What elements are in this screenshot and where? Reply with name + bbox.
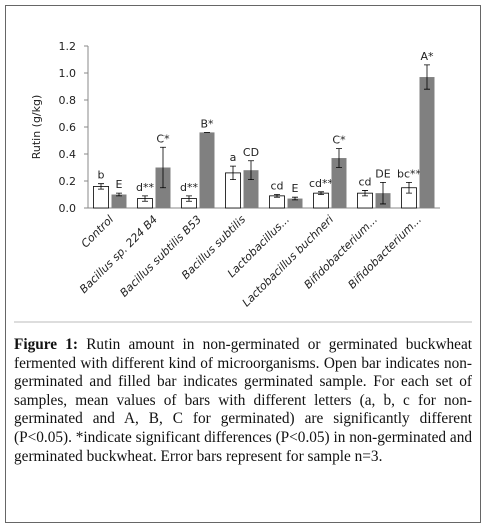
significance-letter: E <box>292 182 299 195</box>
bar <box>419 77 435 208</box>
error-bar <box>380 181 386 205</box>
caption-label: Figure 1: <box>14 336 79 353</box>
bar <box>243 170 259 208</box>
y-tick-label: 1.2 <box>59 40 77 53</box>
caption: Figure 1: Rutin amount in non-germinated… <box>14 336 472 466</box>
significance-letter: E <box>116 178 123 191</box>
caption-text: Rutin amount in non-germinated or germin… <box>14 336 472 465</box>
significance-letter: DE <box>375 167 390 180</box>
error-bar <box>230 165 236 181</box>
significance-letter: CD <box>243 146 259 159</box>
significance-letter: C* <box>332 134 346 147</box>
y-tick-label: 1.0 <box>59 67 77 80</box>
significance-letter: d** <box>136 181 154 194</box>
x-tick-label: Bifidobacterium... <box>302 213 381 292</box>
significance-letter: cd** <box>309 177 334 190</box>
error-bar <box>248 160 254 181</box>
error-bar <box>424 64 430 90</box>
error-bar <box>160 146 166 189</box>
bar <box>331 158 347 208</box>
y-tick-label: 0.2 <box>59 175 77 188</box>
significance-letter: C* <box>156 132 170 145</box>
x-tick-label: Control <box>79 213 116 250</box>
error-bar <box>336 148 342 168</box>
error-bar <box>98 183 104 190</box>
bar <box>313 192 329 209</box>
significance-letter: bc** <box>397 167 422 180</box>
y-tick-label: 0.0 <box>59 202 77 215</box>
bar <box>93 185 109 209</box>
significance-letter: a <box>230 151 237 164</box>
y-tick-label: 0.4 <box>59 148 77 161</box>
error-bar <box>142 195 148 202</box>
error-bar <box>406 181 412 194</box>
y-axis-label: Rutin (g/kg) <box>30 95 43 160</box>
error-bar <box>186 195 192 202</box>
bar <box>199 132 215 208</box>
y-tick-label: 0.6 <box>59 121 77 134</box>
significance-letter: b <box>98 169 105 182</box>
bar <box>269 195 285 209</box>
error-bar <box>292 196 298 201</box>
error-bar <box>362 190 368 197</box>
significance-letter: d** <box>180 181 198 194</box>
bar <box>111 194 127 208</box>
x-tick-label: Bifidobacterium... <box>346 213 425 292</box>
figure-border <box>5 5 481 523</box>
significance-letter: cd <box>358 175 371 188</box>
error-bar <box>274 194 280 198</box>
error-bar <box>318 191 324 195</box>
error-bar <box>116 192 122 197</box>
y-tick-label: 0.8 <box>59 94 77 107</box>
x-tick-label: Bacillus sp. 224 B4 <box>77 213 160 296</box>
significance-letter: B* <box>200 117 214 130</box>
x-tick-label: Bacillus subtilis B53 <box>117 213 204 300</box>
bar <box>287 198 303 208</box>
significance-letter: A* <box>420 50 434 63</box>
significance-letter: cd <box>270 180 283 193</box>
